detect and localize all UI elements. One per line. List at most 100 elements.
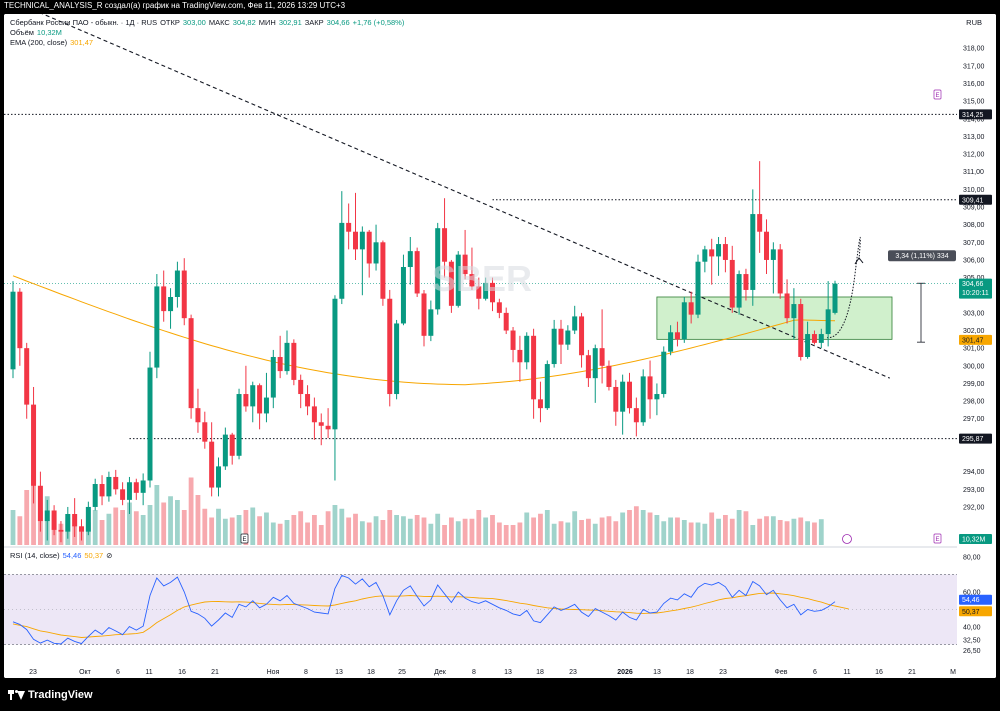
volume-bar — [586, 518, 591, 545]
descending-trendline — [41, 14, 891, 379]
price-axis-tick: 309,00 — [963, 205, 985, 212]
volume-bar — [291, 515, 297, 545]
volume-bar — [113, 507, 119, 545]
volume-bar — [668, 517, 673, 545]
price-axis-tick: 315,00 — [963, 99, 985, 106]
tradingview-logo[interactable]: TradingView — [8, 686, 93, 704]
volume-bar — [784, 521, 790, 545]
candle-body — [168, 296, 174, 312]
volume-legend[interactable]: Объём 10,32M — [10, 28, 65, 37]
volume-bar — [524, 512, 530, 545]
legend-close-value: 304,66 — [326, 18, 350, 27]
candle-body — [161, 286, 167, 312]
time-axis-tick: 18 — [536, 669, 544, 676]
ema-legend[interactable]: EMA (200, close) 301,47 — [10, 38, 96, 47]
volume-bar — [359, 521, 365, 545]
price-axis-tick: 313,00 — [963, 134, 985, 141]
currency-label[interactable]: RUB — [966, 18, 982, 27]
time-axis-tick: 21 — [211, 669, 219, 676]
candle-body — [85, 506, 91, 532]
volume-bar — [654, 515, 660, 545]
rsi-axis-tick: 40,00 — [963, 625, 981, 632]
candle-body — [442, 228, 448, 262]
price-axis-background — [957, 14, 996, 678]
candle-body — [92, 484, 98, 507]
candle-body — [558, 328, 564, 345]
volume-bar — [209, 517, 215, 545]
volume-bar — [688, 522, 694, 545]
earnings-marker-box — [240, 533, 249, 544]
volume-bar — [510, 525, 516, 545]
volume-bar — [640, 510, 646, 545]
time-axis-tick: 13 — [504, 669, 512, 676]
hide-indicator-icon[interactable]: ⊘ — [106, 551, 113, 560]
volume-bar — [366, 522, 372, 545]
rsi-legend[interactable]: RSI (14, close) 54,46 50,37 ⊘ — [10, 551, 115, 560]
candle-body — [551, 328, 557, 365]
candle-body — [565, 330, 571, 345]
candle-body — [332, 298, 338, 430]
volume-bar — [92, 510, 98, 545]
volume-bar — [216, 508, 221, 545]
volume-bar — [401, 516, 406, 545]
volume-bar — [483, 517, 489, 545]
candle-body — [681, 302, 687, 340]
dividend-marker-icon — [842, 534, 852, 544]
candle-body — [174, 270, 180, 297]
volume-bar — [250, 507, 256, 545]
volume-bar — [620, 512, 626, 545]
volume-bar — [675, 517, 680, 545]
volume-bar — [716, 518, 721, 545]
candle-body — [832, 283, 838, 313]
candle-body — [257, 385, 263, 414]
candle-body — [373, 242, 379, 264]
price-axis-tick: 314,00 — [963, 116, 985, 123]
rsi-ma-tag-text: 50,37 — [962, 609, 980, 616]
candle-body — [284, 342, 290, 372]
candle-body — [359, 231, 365, 250]
rsi-axis-tick: 80,00 — [963, 555, 981, 562]
candle-body — [298, 379, 304, 395]
volume-bar — [729, 518, 735, 545]
price-axis-tick: 307,00 — [963, 240, 985, 247]
volume-bar — [298, 511, 304, 545]
time-axis-tick: 21 — [908, 669, 916, 676]
volume-bar — [284, 520, 290, 545]
price-chart-svg[interactable]: 3,34 (1,11%) 334 318,00 317,00 316,00 315,0… — [4, 14, 996, 678]
level-tag-text: 309,41 — [962, 197, 984, 204]
price-axis-tick: 299,00 — [963, 381, 985, 388]
level-tag-text: 314,25 — [962, 112, 984, 119]
candle-body — [37, 485, 43, 522]
volume-bar — [154, 485, 160, 545]
chart-frame[interactable]: 3,34 (1,11%) 334 318,00 317,00 316,00 315,0… — [4, 14, 996, 678]
time-axis-tick: 23 — [719, 669, 727, 676]
time-axis-tick: 23 — [569, 669, 577, 676]
volume-bar — [469, 518, 475, 545]
legend-close-label: ЗАКР — [304, 18, 324, 27]
candle-body — [654, 394, 660, 400]
candle-body — [640, 376, 646, 423]
symbol-watermark: SBER — [432, 258, 532, 299]
candle-body — [517, 349, 523, 363]
candle-body — [72, 514, 78, 527]
candle-body — [250, 385, 256, 407]
time-axis-tick: 6 — [813, 669, 817, 676]
legend-symbol[interactable]: Сбербанк России ПАО - обыкн. · 1Д · RUS — [10, 18, 158, 27]
candle-body — [695, 261, 701, 315]
ema-legend-value: 301,47 — [70, 38, 94, 47]
candle-body — [380, 242, 386, 299]
legend-low-value: 302,91 — [278, 18, 302, 27]
candle-body — [346, 222, 352, 232]
volume-bar — [572, 511, 578, 545]
volume-bar — [202, 508, 208, 545]
volume-bar — [373, 516, 379, 545]
candle-body — [51, 510, 57, 530]
candle-body — [483, 282, 489, 299]
candle-body — [236, 394, 242, 456]
price-axis-tick: 318,00 — [963, 46, 985, 53]
volume-bar — [627, 510, 632, 545]
candle-body — [503, 312, 509, 331]
volume-bar — [592, 523, 598, 545]
ema-tag-box — [959, 334, 992, 345]
time-axis-tick: М — [950, 669, 956, 676]
